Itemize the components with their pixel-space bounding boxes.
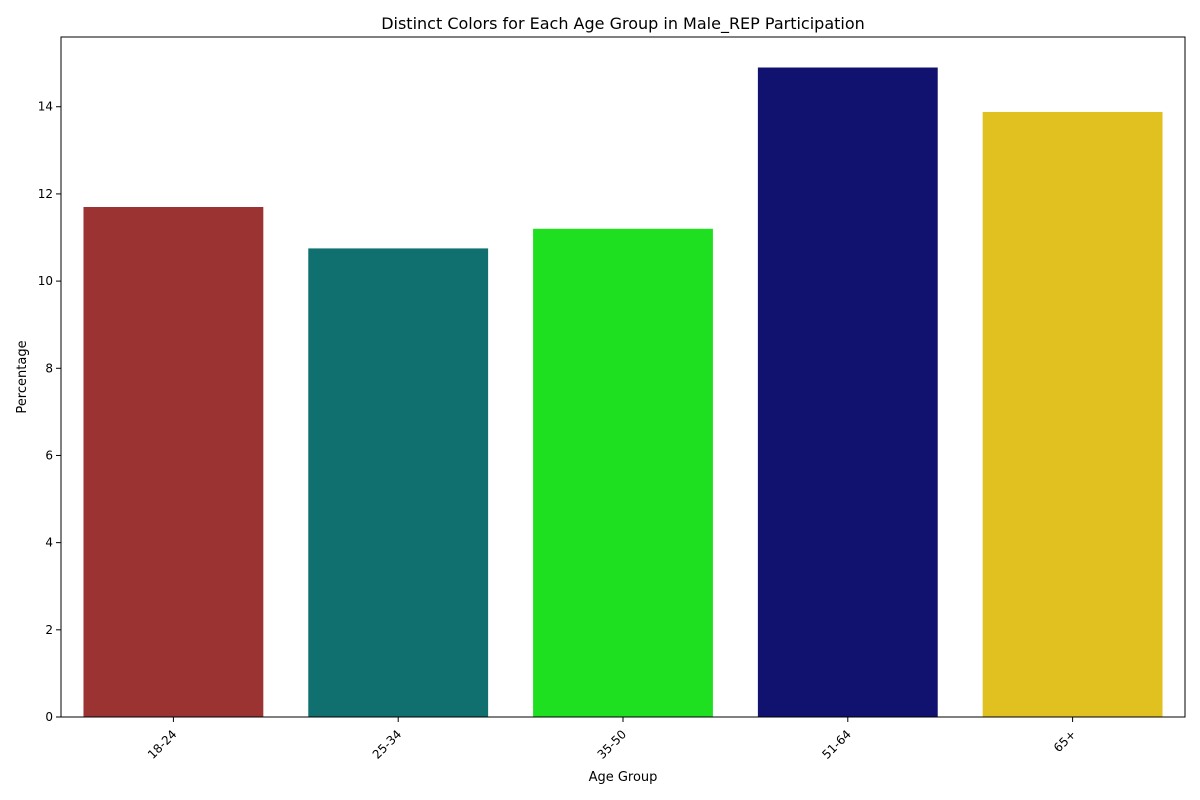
plot-frame [60, 36, 1186, 718]
y-tick-label: 4 [45, 536, 53, 550]
bar-25-34 [308, 248, 489, 717]
y-tick-label: 0 [45, 710, 53, 724]
bar-51-64 [757, 67, 938, 717]
x-tick-label: 65+ [1051, 727, 1079, 755]
x-tick-label: 18-24 [145, 727, 180, 762]
chart-title: Distinct Colors for Each Age Group in Ma… [381, 14, 865, 34]
y-tick-label: 12 [38, 187, 53, 201]
y-tick-label: 2 [45, 623, 53, 637]
y-axis-ticks: 0 2 4 6 8 10 12 14 [38, 100, 61, 724]
x-tick-label: 25-34 [370, 727, 405, 762]
y-axis-label: Percentage [15, 340, 30, 413]
y-tick-label: 10 [38, 274, 53, 288]
y-tick-label: 6 [45, 448, 53, 462]
bars-layer [83, 67, 1163, 718]
bar-18-24 [83, 207, 264, 717]
x-axis-ticks: 18-24 25-34 35-50 51-64 65+ [145, 717, 1079, 762]
bar-35-50 [533, 228, 713, 718]
bar-65+ [982, 111, 1163, 718]
x-axis-label: Age Group [589, 770, 658, 785]
x-tick-label: 35-50 [595, 727, 630, 762]
y-tick-label: 14 [38, 100, 53, 114]
y-tick-label: 8 [45, 361, 53, 375]
x-tick-label: 51-64 [819, 727, 854, 762]
